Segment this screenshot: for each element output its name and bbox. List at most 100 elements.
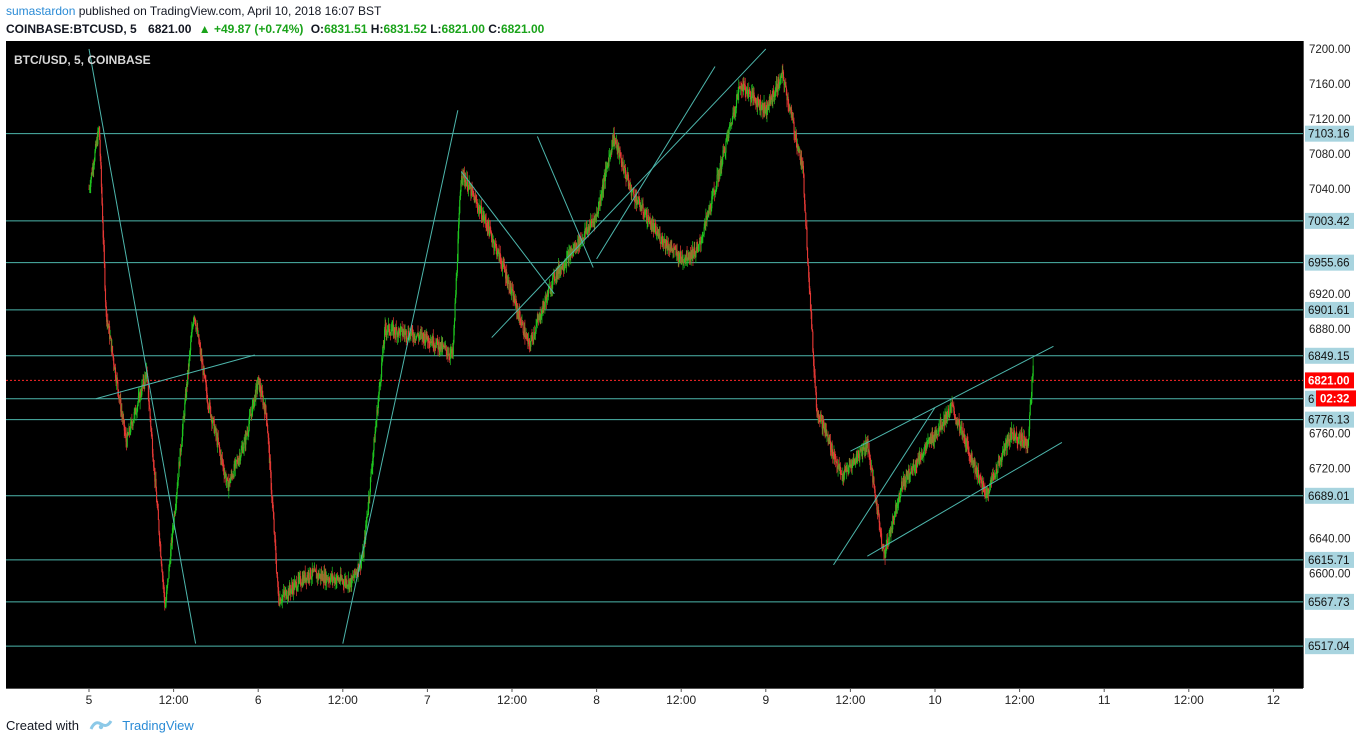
candle-body [510,292,513,294]
trend-line[interactable] [95,354,255,400]
candle-body [993,475,995,478]
trend-line[interactable] [833,407,936,566]
candle-body [112,353,114,358]
candle-body [835,459,837,463]
candle-body [264,405,266,414]
candle-body [871,467,873,470]
trend-line[interactable] [342,110,459,644]
candle-body [980,479,983,482]
trend-line[interactable] [536,136,594,268]
candle-body [708,207,710,210]
candle-body [99,126,101,140]
price-plot[interactable] [6,41,1303,688]
candle-body [891,527,893,529]
candle-body [188,360,190,372]
candle-body [879,529,881,532]
candle-body [589,225,591,231]
candle-body [463,170,465,174]
time-tick-label: 12:00 [835,693,865,707]
candle-body [815,387,817,393]
author-link[interactable]: sumastardon [6,4,76,18]
candle-body [191,327,193,330]
candle-body [613,132,615,142]
candle-body [411,328,413,333]
candle-body [1032,376,1034,377]
candle-body [261,390,263,396]
candle-body [124,430,126,433]
candle-body [329,578,332,583]
candle-body [992,473,994,476]
candle-body [188,354,191,361]
candle-body [505,271,507,279]
candle-body [1003,448,1005,455]
candle-body [779,76,782,79]
candle-body [990,478,992,484]
trend-line[interactable] [88,48,197,644]
candle-body [387,325,389,331]
trend-line[interactable] [867,442,1063,557]
candle-body [565,263,567,266]
countdown-box [1316,390,1356,407]
candle-body [394,327,396,334]
chart-area[interactable] [6,41,1303,688]
candle-body [223,470,225,476]
candle-body [745,89,747,94]
candle-body [541,307,543,317]
candle-body [909,474,911,480]
trend-line[interactable] [460,171,555,295]
candle-body [448,353,450,357]
candle-body [609,154,611,157]
candle-body [718,173,720,180]
candle-body [235,460,238,462]
candle-body [247,432,249,434]
candle-body [506,271,508,284]
candle-body [175,502,177,508]
candle-body [559,269,561,274]
candle-body [239,455,241,461]
candle-body [482,215,484,220]
candle-body [574,245,576,252]
candle-body [791,114,793,120]
candle-body [177,479,179,488]
tradingview-logo-icon [89,718,113,735]
candle-body [401,326,403,328]
trend-line[interactable] [596,66,716,260]
candle-body [993,475,995,478]
candle-body [453,320,456,329]
candle-body [604,175,606,182]
candle-body [996,468,998,474]
trend-line[interactable] [491,48,767,338]
time-axis[interactable]: 5 12:00 6 12:00 7 12:00 8 12:00 9 12:00 10 12:00 11 1… [6,688,1303,709]
candle-body [658,233,660,237]
candle-body [497,249,499,254]
candle-body [664,239,666,249]
candle-body [895,504,897,513]
candle-body [150,427,152,432]
trend-line[interactable] [850,345,1054,452]
candle-body [730,123,732,127]
candle-body [953,411,955,417]
candle-body [934,434,936,437]
candle-body [965,437,967,450]
candle-body [896,506,898,513]
candle-body [556,272,558,279]
candle-body [957,421,959,426]
price-axis[interactable]: 6600.00 6640.00 6720.00 6760.00 6880.00 6920.… [1303,41,1370,688]
candle-body [204,374,206,377]
candle-body [978,479,980,484]
candle-body [375,425,377,432]
candle-body [129,432,131,434]
candle-body [109,336,111,340]
candle-body [753,92,755,98]
candle-body [154,467,156,482]
candle-body [833,452,835,459]
level-label: 6849.15 [1308,351,1350,363]
candle-body [926,445,928,449]
candle-body [550,291,552,294]
tradingview-link[interactable]: TradingView [122,718,194,733]
candle-body [770,97,772,104]
candle-body [558,265,560,274]
candle-body [582,237,584,241]
candle-body [838,463,840,470]
candle-body [454,303,456,321]
